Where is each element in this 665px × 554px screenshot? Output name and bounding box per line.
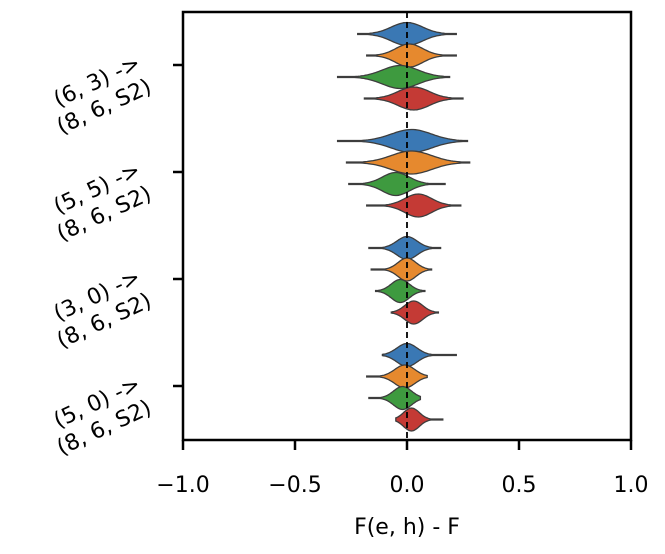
violin-shape (374, 278, 426, 304)
violin-shape (368, 385, 422, 411)
x-tick-label: −1.0 (156, 473, 209, 498)
violin-shape (390, 300, 440, 325)
violin-shape (370, 257, 433, 282)
violin-shape (345, 150, 471, 175)
violin-shape (366, 193, 462, 218)
x-tick-label: 0.0 (390, 473, 425, 498)
y-tick-label: (6, 3) ->(8, 6, S2) (50, 51, 155, 140)
x-axis-title: F(e, h) - F (354, 515, 460, 540)
violin-shape (381, 342, 457, 368)
violin-shape (363, 86, 464, 111)
violin-shape (366, 43, 457, 68)
violin-shape (336, 64, 451, 90)
x-tick-layer: −1.0 −0.5 0.0 0.5 1.0 (156, 440, 649, 498)
y-tick-label: (5, 5) ->(8, 6, S2) (50, 158, 155, 247)
x-tick-label: 1.0 (614, 473, 649, 498)
violin-shape (366, 364, 428, 389)
violin-layer (336, 21, 471, 432)
category-group (366, 342, 457, 432)
y-tick-label: (5, 0) ->(8, 6, S2) (50, 372, 155, 461)
violin-shape (336, 128, 469, 154)
y-tick-label: (3, 0) ->(8, 6, S2) (50, 265, 155, 354)
x-tick-label: 0.5 (502, 473, 537, 498)
category-group (368, 235, 442, 325)
x-tick-label: −0.5 (268, 473, 321, 498)
y-tick-layer: (6, 3) ->(8, 6, S2) (5, 5) ->(8, 6, S2) (3… (50, 51, 183, 461)
violin-shape (395, 407, 444, 432)
violin-shape (348, 171, 446, 197)
category-group (336, 21, 464, 111)
violin-shape (368, 235, 442, 261)
category-group (336, 128, 471, 218)
